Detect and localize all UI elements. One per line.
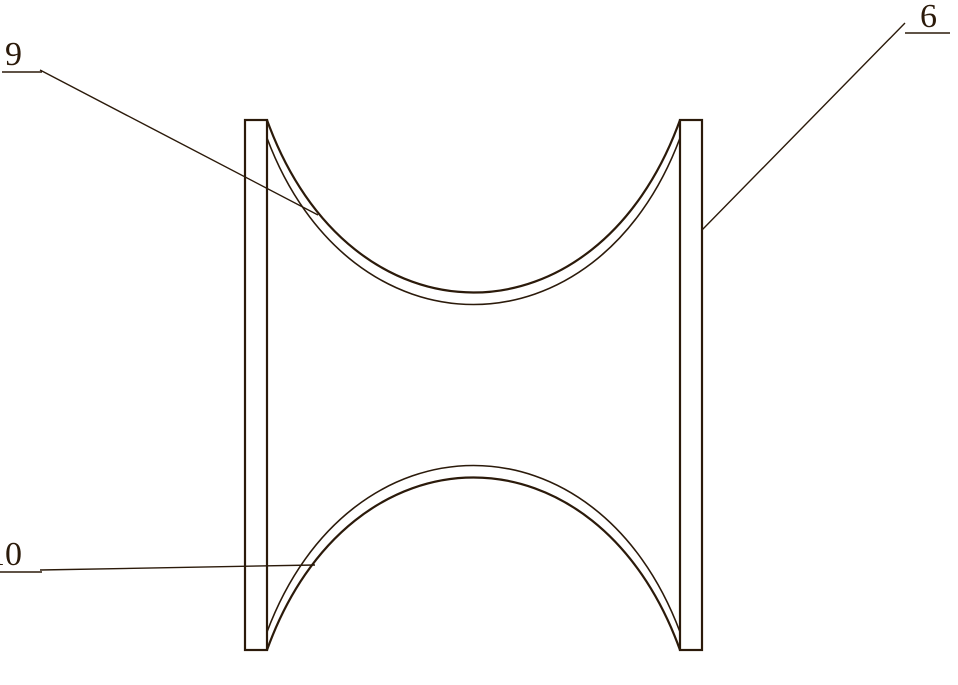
- label-10: 10: [0, 536, 22, 573]
- engineering-diagram: 6 9 10: [0, 0, 958, 685]
- right-flange-plate: [680, 120, 702, 650]
- top-concave-inner: [267, 138, 680, 305]
- label-6: 6: [920, 0, 937, 35]
- label-9: 9: [5, 36, 22, 73]
- bottom-concave-inner: [267, 466, 680, 633]
- leader-line-6: [702, 23, 905, 230]
- leader-line-10: [40, 565, 315, 570]
- bottom-concave-outer: [267, 478, 680, 651]
- top-concave-outer: [267, 120, 680, 293]
- left-flange-plate: [245, 120, 267, 650]
